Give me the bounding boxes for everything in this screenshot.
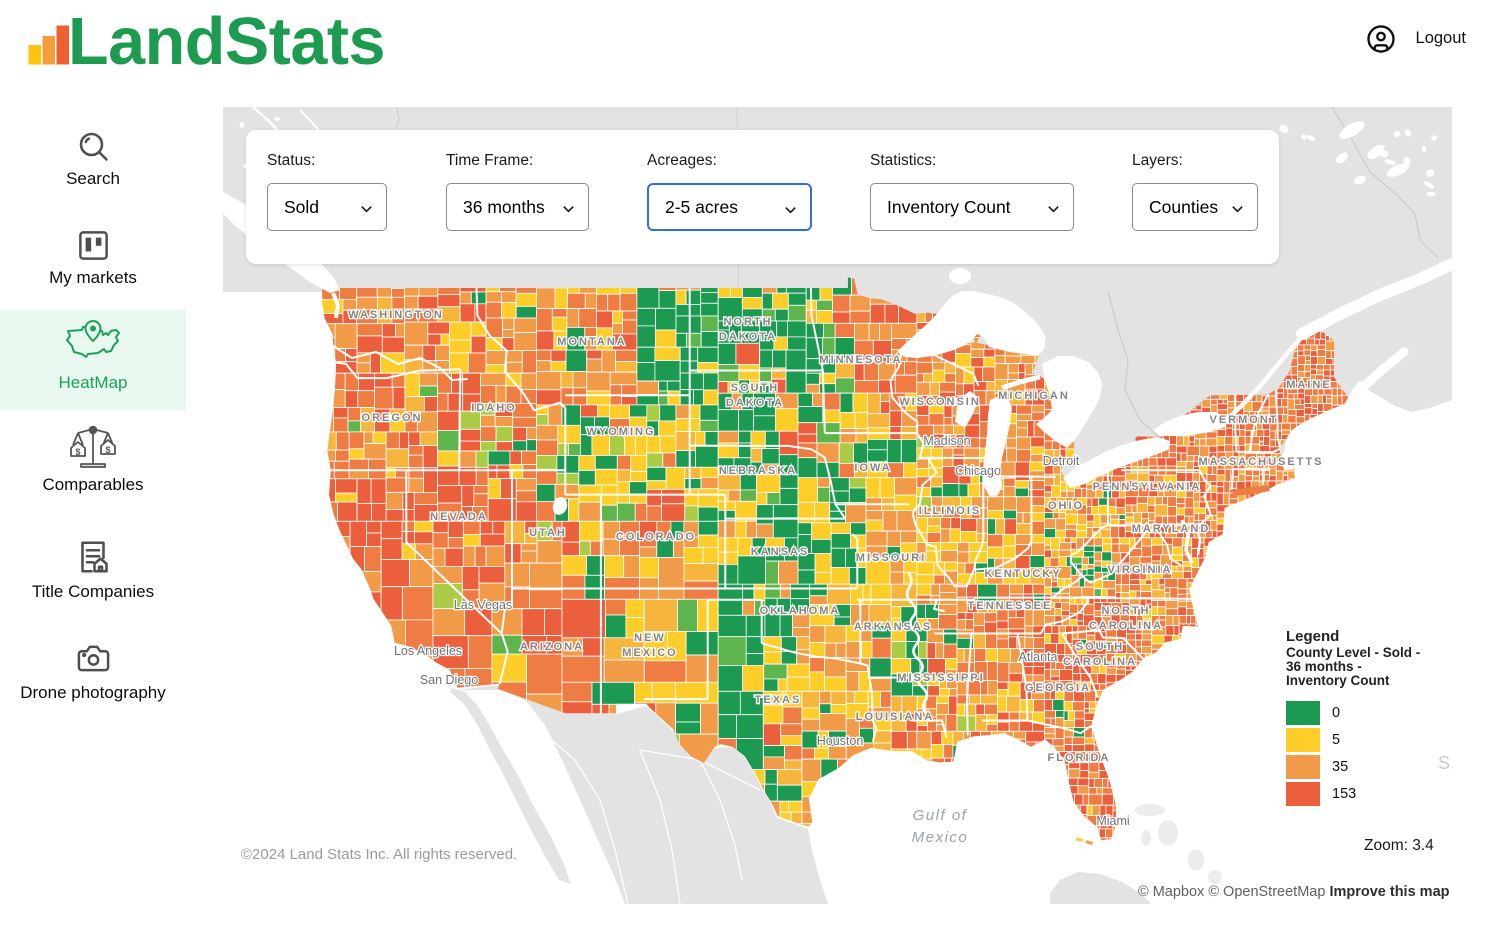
svg-text:OREGON: OREGON — [362, 412, 423, 424]
svg-text:KANSAS: KANSAS — [751, 546, 809, 558]
svg-text:MASSACHUSETTS: MASSACHUSETTS — [1198, 456, 1323, 468]
svg-text:ARIZONA: ARIZONA — [520, 641, 584, 653]
svg-text:MARYLAND: MARYLAND — [1132, 523, 1211, 535]
svg-text:CAROLINA: CAROLINA — [1089, 620, 1163, 632]
svg-text:MINNESOTA: MINNESOTA — [819, 354, 902, 366]
svg-text:ILLINOIS: ILLINOIS — [919, 505, 981, 517]
svg-text:DAKOTA: DAKOTA — [719, 331, 777, 343]
svg-text:NEVADA: NEVADA — [430, 511, 488, 523]
svg-text:WYOMING: WYOMING — [587, 426, 656, 438]
svg-text:GEORGIA: GEORGIA — [1025, 682, 1091, 694]
svg-text:DAKOTA: DAKOTA — [726, 397, 784, 409]
svg-text:COLORADO: COLORADO — [616, 531, 696, 543]
svg-text:WISCONSIN: WISCONSIN — [899, 396, 981, 408]
svg-text:OHIO: OHIO — [1048, 500, 1084, 512]
svg-text:Houston: Houston — [817, 734, 864, 748]
svg-text:Los Angeles: Los Angeles — [394, 644, 462, 658]
svg-text:Miami: Miami — [1096, 814, 1129, 828]
svg-text:MAINE: MAINE — [1286, 379, 1331, 391]
svg-text:LOUISIANA: LOUISIANA — [856, 711, 935, 723]
svg-text:MONTANA: MONTANA — [557, 336, 626, 348]
svg-text:VERMONT: VERMONT — [1210, 414, 1279, 426]
svg-text:PENNSYLVANIA: PENNSYLVANIA — [1093, 481, 1202, 493]
svg-text:NEW: NEW — [634, 632, 666, 644]
svg-text:SOUTH: SOUTH — [731, 382, 780, 394]
svg-text:MISSOURI: MISSOURI — [856, 552, 926, 564]
svg-text:OKLAHOMA: OKLAHOMA — [760, 605, 841, 617]
svg-text:KENTUCKY: KENTUCKY — [984, 568, 1061, 580]
svg-text:ARKANSAS: ARKANSAS — [854, 621, 932, 633]
svg-text:Detroit: Detroit — [1043, 454, 1080, 468]
svg-text:Atlanta: Atlanta — [1019, 650, 1058, 664]
svg-text:NORTH: NORTH — [723, 316, 772, 328]
svg-text:IOWA: IOWA — [854, 462, 891, 474]
svg-text:Chicago: Chicago — [955, 464, 1001, 478]
svg-text:VIRGINIA: VIRGINIA — [1108, 564, 1173, 576]
svg-text:Gulf of: Gulf of — [913, 807, 968, 824]
svg-text:NORTH: NORTH — [1101, 605, 1150, 617]
svg-text:Las Vegas: Las Vegas — [454, 598, 512, 612]
svg-text:IDAHO: IDAHO — [471, 402, 516, 414]
svg-text:FLORIDA: FLORIDA — [1048, 752, 1111, 764]
svg-text:NEBRASKA: NEBRASKA — [719, 465, 797, 477]
svg-text:TENNESSEE: TENNESSEE — [968, 600, 1053, 612]
svg-text:San Diego: San Diego — [420, 673, 478, 687]
svg-text:Madison: Madison — [923, 434, 970, 448]
svg-text:CAROLINA: CAROLINA — [1063, 656, 1137, 668]
svg-text:MICHIGAN: MICHIGAN — [998, 390, 1070, 402]
svg-text:MISSISSIPPI: MISSISSIPPI — [897, 672, 984, 684]
svg-text:S.: S. — [1438, 753, 1452, 773]
svg-text:MEXICO: MEXICO — [622, 647, 677, 659]
svg-text:$: $ — [105, 445, 110, 455]
svg-text:Mexico: Mexico — [912, 829, 969, 846]
svg-text:UTAH: UTAH — [529, 527, 567, 539]
svg-text:$: $ — [75, 447, 80, 457]
svg-text:LandStats: LandStats — [68, 10, 385, 72]
svg-text:SOUTH: SOUTH — [1076, 641, 1125, 653]
svg-text:WASHINGTON: WASHINGTON — [348, 309, 444, 321]
svg-text:TEXAS: TEXAS — [755, 694, 802, 706]
